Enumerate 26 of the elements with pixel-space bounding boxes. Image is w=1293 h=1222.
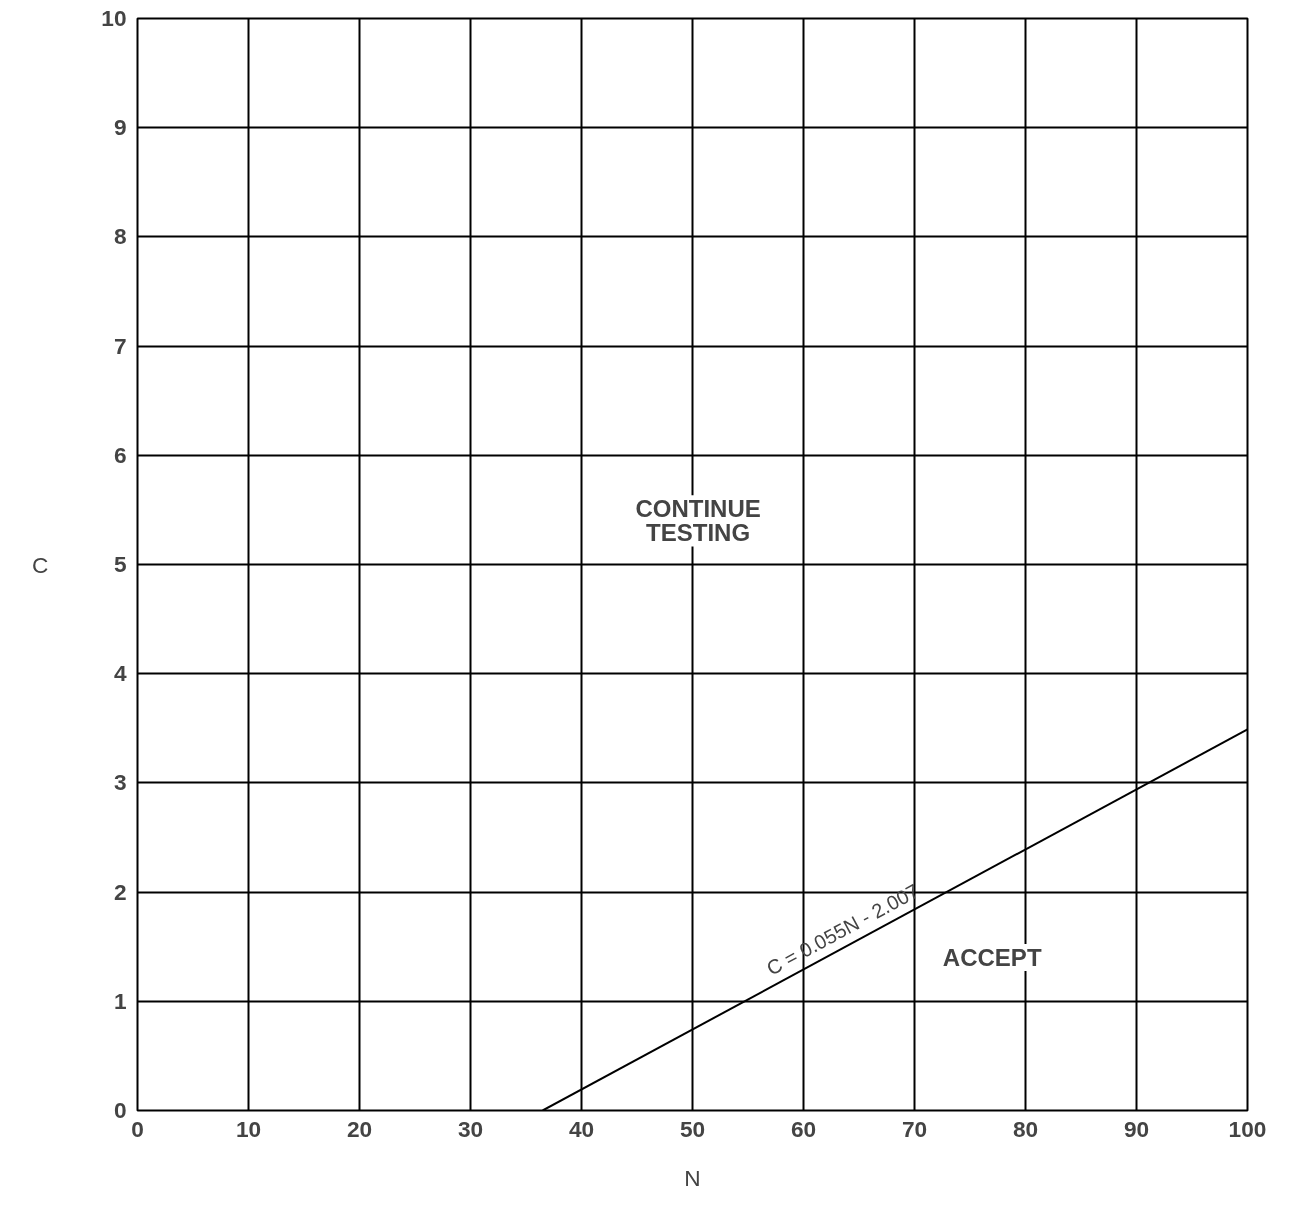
x-tick-label: 20 [346,1115,373,1142]
x-tick-label: 30 [457,1115,484,1142]
y-tick-label: 8 [113,223,127,250]
y-tick-label: 10 [101,5,127,31]
y-tick-label: 7 [113,332,127,359]
y-tick-label: 5 [113,551,127,577]
x-tick-label: 100 [1228,1115,1267,1142]
x-tick-label: 40 [568,1115,595,1142]
y-tick-label: 4 [113,660,127,687]
y-tick-label: 1 [113,987,127,1014]
x-tick-label: 70 [901,1115,928,1142]
y-tick-label: 6 [113,441,127,468]
x-tick-label: 50 [679,1115,706,1142]
x-tick-label: 10 [235,1115,262,1142]
y-tick-label: 3 [113,769,127,796]
x-tick-label: 0 [131,1115,144,1142]
x-tick-label: 80 [1012,1115,1039,1142]
annotation: CONTINUE TESTING [635,495,761,547]
x-tick-label: 90 [1123,1115,1150,1142]
x-axis-title: N [684,1164,701,1191]
y-tick-label: 9 [113,114,127,141]
y-tick-label: 2 [113,878,127,905]
annotation: ACCEPT [942,944,1042,972]
y-tick-label: 0 [113,1097,127,1123]
y-axis-title: C [31,551,49,578]
x-tick-label: 60 [790,1115,817,1142]
